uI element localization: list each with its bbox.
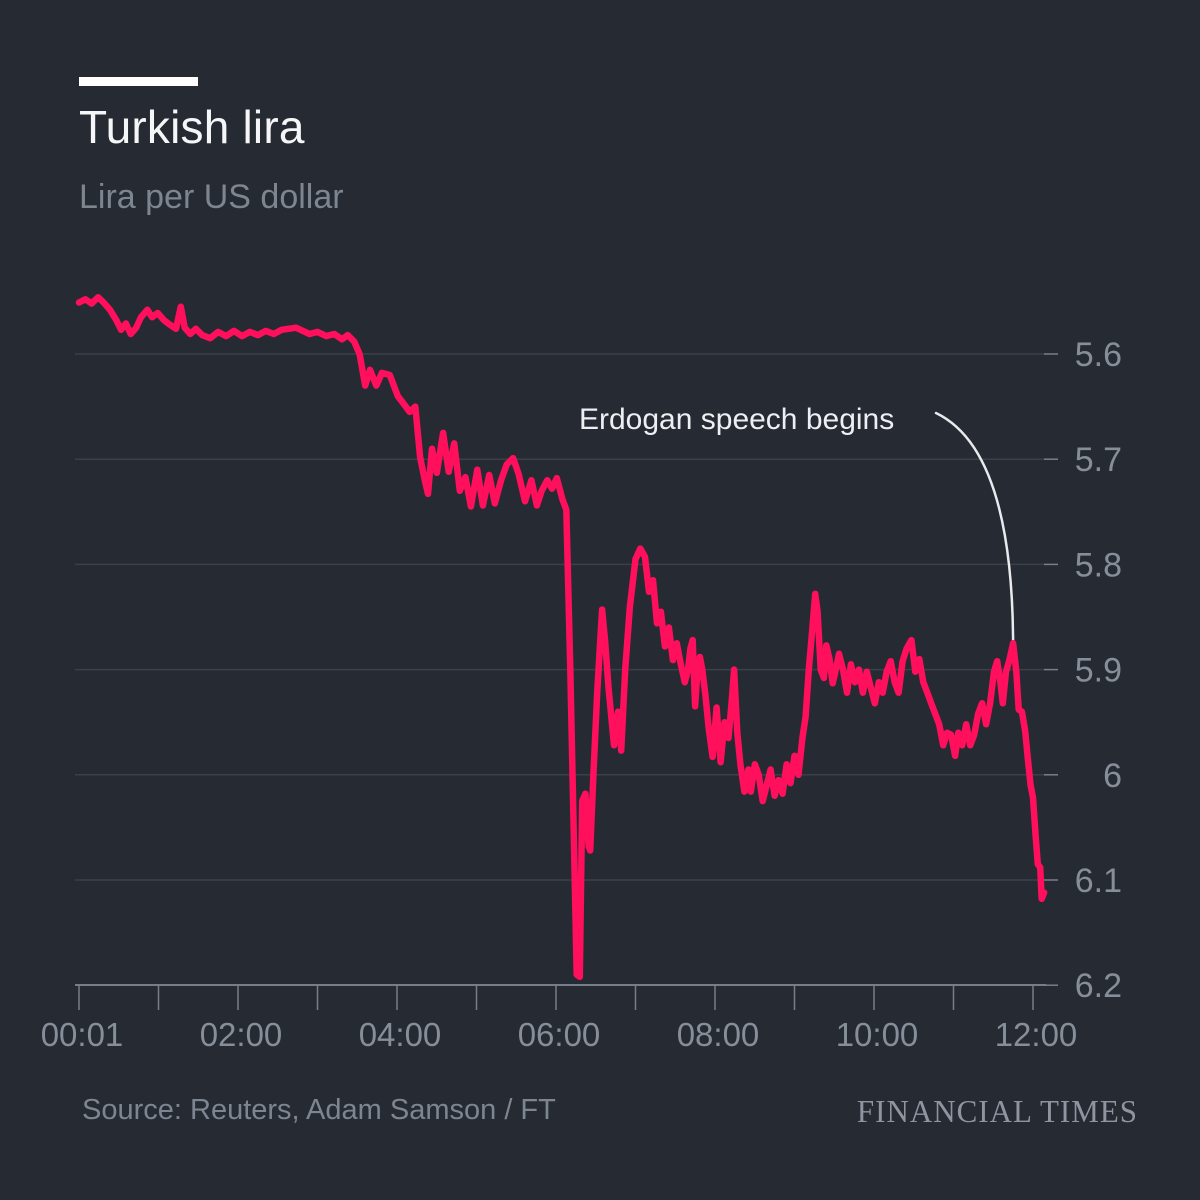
y-axis-label: 6.1 [1075,862,1122,900]
y-axis-label: 5.9 [1075,652,1122,690]
x-axis-label: 02:00 [200,1016,283,1053]
x-axis-label: 08:00 [677,1016,760,1053]
x-axis-label: 10:00 [836,1016,919,1053]
y-axis-label: 6.2 [1075,967,1122,1005]
x-axis-label: 04:00 [359,1016,442,1053]
y-axis-label: 5.7 [1075,441,1122,479]
y-axis-label: 6 [1103,757,1122,795]
x-axis-label: 00:01 [41,1016,124,1053]
y-axis-label: 5.8 [1075,546,1122,584]
chart-title: Turkish lira [79,101,305,153]
x-axis-label: 12:00 [995,1016,1078,1053]
y-axis-label: 5.6 [1075,336,1122,374]
accent-bar [79,77,198,86]
source-note: Source: Reuters, Adam Samson / FT [82,1094,556,1126]
ft-logo: FINANCIAL TIMES [856,1093,1138,1130]
price-line [75,293,1048,981]
chart-subtitle: Lira per US dollar [79,178,344,216]
x-axis-label: 06:00 [518,1016,601,1053]
annotation-connector-line [934,411,1015,649]
annotation-label: Erdogan speech begins [579,403,895,436]
